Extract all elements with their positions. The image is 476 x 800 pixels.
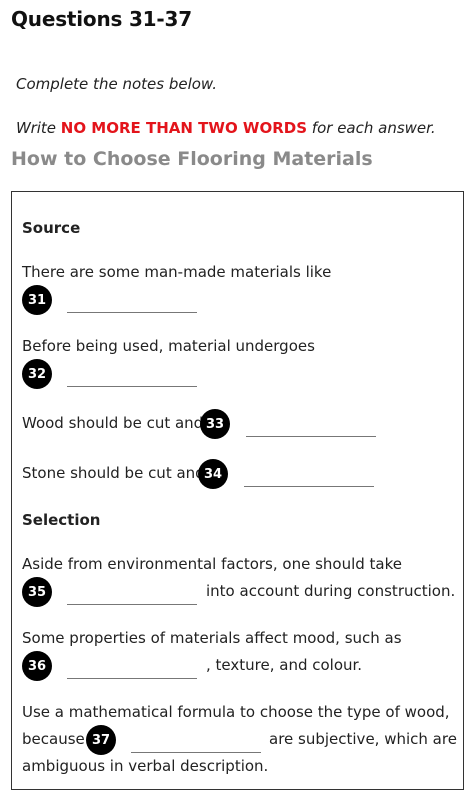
instruction-prefix: Write xyxy=(16,119,61,137)
section-source-label: Source xyxy=(22,219,81,237)
notes-box xyxy=(11,191,464,790)
q31-text: There are some man-made materials like xyxy=(22,263,332,281)
q32-text: Before being used, material undergoes xyxy=(22,337,315,355)
question-number-35: 35 xyxy=(22,577,52,607)
notes-title: How to Choose Flooring Materials xyxy=(11,148,373,170)
q33-text: Wood should be cut and xyxy=(22,414,204,432)
instruction-complete: Complete the notes below. xyxy=(16,75,217,93)
answer-input-31[interactable] xyxy=(67,291,197,313)
answer-input-32[interactable] xyxy=(67,365,197,387)
question-number-36: 36 xyxy=(22,651,52,681)
answer-input-34[interactable] xyxy=(244,465,374,487)
question-number-37: 37 xyxy=(86,725,116,755)
q37-text-tail: ambiguous in verbal description. xyxy=(22,757,269,775)
q37-text: Use a mathematical formula to choose the… xyxy=(22,703,450,721)
question-number-32: 32 xyxy=(22,359,52,389)
answer-input-33[interactable] xyxy=(246,415,376,437)
instruction-word-limit: Write NO MORE THAN TWO WORDS for each an… xyxy=(16,119,436,137)
q36-text: Some properties of materials affect mood… xyxy=(22,629,402,647)
answer-input-35[interactable] xyxy=(67,583,197,605)
q36-text-after: , texture, and colour. xyxy=(206,656,363,674)
question-number-34: 34 xyxy=(198,459,228,489)
question-number-33: 33 xyxy=(200,409,230,439)
q37-text-before: because xyxy=(22,730,85,748)
q35-text-after: into account during construction. xyxy=(206,582,456,600)
page-heading: Questions 31-37 xyxy=(11,7,192,31)
section-selection-label: Selection xyxy=(22,511,101,529)
word-limit-emphasis: NO MORE THAN TWO WORDS xyxy=(60,119,308,137)
q37-text-after: are subjective, which are xyxy=(269,730,457,748)
answer-input-36[interactable] xyxy=(67,657,197,679)
instruction-suffix: for each answer. xyxy=(307,119,436,137)
q35-text: Aside from environmental factors, one sh… xyxy=(22,555,402,573)
question-number-31: 31 xyxy=(22,285,52,315)
q34-text: Stone should be cut and xyxy=(22,464,205,482)
answer-input-37[interactable] xyxy=(131,731,261,753)
